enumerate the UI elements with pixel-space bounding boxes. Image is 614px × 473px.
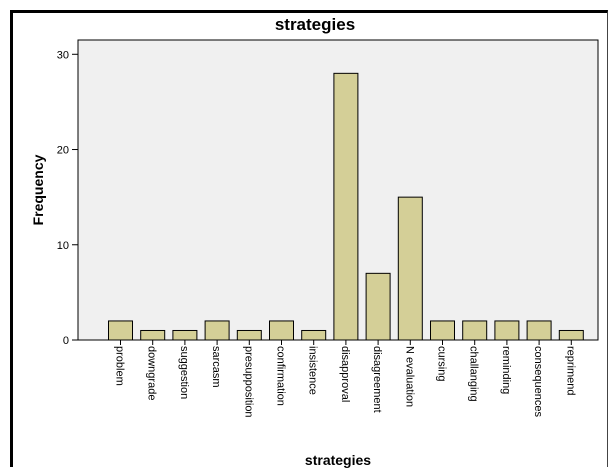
bar-n-evaluation <box>397 196 423 341</box>
bar-consequences <box>526 320 552 341</box>
y-tick-label: 0 <box>63 335 69 347</box>
x-tick-label: confirmation <box>275 346 287 406</box>
bar-presupposition <box>236 329 262 341</box>
y-axis: 0 10 20 30 <box>57 49 78 347</box>
x-tick-label: consequences <box>532 346 544 417</box>
x-tick-label: reminding <box>500 346 512 394</box>
x-tick-label: downgrade <box>146 346 158 400</box>
bar-disagreement <box>365 272 391 341</box>
bar-suggestion <box>172 329 198 341</box>
bar-reminding <box>494 320 520 341</box>
x-tick-label: challanging <box>468 346 480 402</box>
y-axis-title: Frequency <box>30 154 46 225</box>
bar-sarcasm <box>204 320 230 341</box>
bar-challanging <box>462 320 488 341</box>
x-tick-label: presupposition <box>242 346 254 418</box>
x-tick-label: disapproval <box>339 346 351 402</box>
x-tick-label: reprimend <box>564 346 576 396</box>
chart-title: strategies <box>275 15 355 34</box>
bars <box>78 72 598 341</box>
x-tick-label: sarcasm <box>210 346 222 388</box>
y-tick-label: 20 <box>57 145 69 157</box>
x-tick-label: suggestion <box>178 346 190 399</box>
x-tick-label: cursing <box>436 346 448 381</box>
x-tick-label: disagreement <box>371 346 383 413</box>
bar-disapproval <box>333 72 359 341</box>
y-tick-label: 30 <box>57 49 69 61</box>
x-tick-label: N evaluation <box>403 346 415 407</box>
bar-cursing <box>430 320 455 341</box>
x-tick-label: insistence <box>307 346 319 395</box>
bar-downgrade <box>140 329 166 341</box>
x-axis-labels: problem downgrade suggestion sarcasm presupp… <box>114 340 576 418</box>
bar-confirmation <box>269 320 294 341</box>
bar-reprimend <box>558 329 584 341</box>
x-axis-title: strategies <box>305 452 371 468</box>
y-tick-label: 10 <box>57 240 69 252</box>
bar-problem <box>108 320 133 341</box>
bar-insistence <box>301 329 327 341</box>
x-tick-label: problem <box>114 346 126 386</box>
